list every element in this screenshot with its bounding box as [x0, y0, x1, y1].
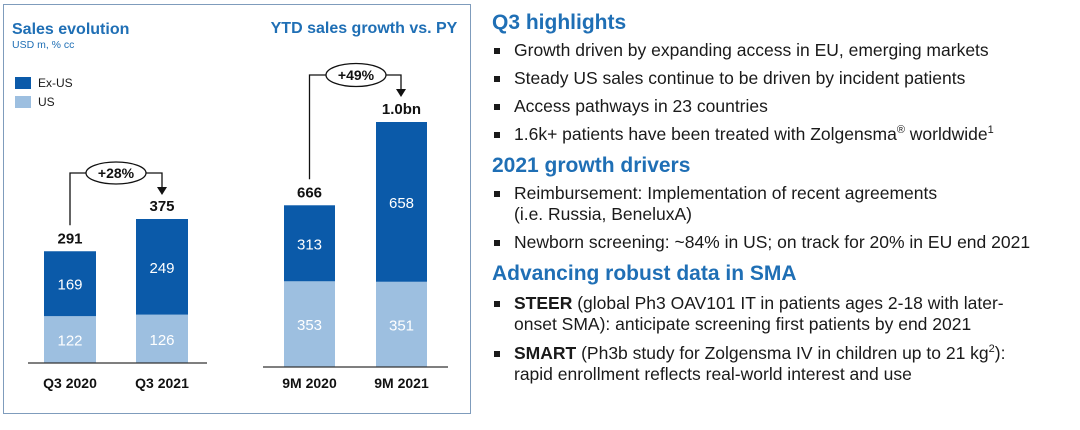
data-label-us: 126: [149, 332, 174, 349]
growth-badge: [85, 161, 147, 185]
legend-label-us: US: [38, 95, 55, 109]
highlight-text: Access pathways in 23 countries: [514, 96, 768, 116]
total-label: 1.0bn: [382, 101, 421, 118]
bar-segment-ex-us: [44, 251, 96, 317]
driver-text-line: Newborn screening: ~84% in US; on track …: [514, 232, 1031, 252]
total-label: 291: [57, 230, 82, 247]
charts-canvas: Sales evolution USD m, % cc Ex-US US YTD…: [12, 20, 458, 391]
data-label-ex-us: 169: [57, 277, 82, 294]
smart-line: rapid enrollment reflects real-world int…: [514, 364, 912, 384]
highlight-item: Access pathways in 23 countries: [492, 96, 1080, 117]
footnote-marker: 2: [988, 343, 995, 356]
category-label: 9M 2020: [282, 375, 337, 391]
total-label: 375: [149, 198, 174, 215]
growth-connector-left: [308, 74, 326, 180]
chart1-title: Sales evolution: [12, 21, 129, 38]
highlight-text: worldwide: [904, 124, 988, 144]
driver-item: Reimbursement: Implementation of recent …: [492, 183, 1080, 225]
data-label-us: 351: [389, 317, 414, 334]
registered-mark: ®: [896, 124, 905, 137]
sma-data-title: Advancing robust data in SMA: [492, 262, 797, 285]
data-label-ex-us: 658: [389, 195, 414, 212]
data-label-us: 122: [57, 333, 82, 350]
growth-label: +49%: [338, 67, 375, 83]
smart-line: SMART (Ph3b study for Zolgensma IV in ch…: [514, 343, 1080, 364]
footnote-marker: 1: [987, 124, 994, 137]
category-label: 9M 2021: [374, 375, 429, 391]
bar-segment-us: [44, 316, 96, 363]
sma-data-list: STEER (global Ph3 OAV101 IT in patients …: [492, 293, 1080, 385]
chart1-plot: 122 169 291 Q3 2020 126 249 375 Q3 2021 +28%: [28, 161, 207, 391]
q3-highlights-title: Q3 highlights: [492, 11, 627, 34]
growth-connector-left: [69, 172, 86, 226]
steer-label: STEER: [514, 293, 573, 313]
arrow-down-icon: [157, 187, 167, 195]
total-label: 666: [297, 184, 322, 201]
chart2-plot: 353 313 666 9M 2020 351 658 1.0bn 9M 2021 +49%: [263, 62, 448, 391]
bar-segment-us: [376, 281, 427, 367]
growth-drivers-title: 2021 growth drivers: [492, 154, 691, 177]
driver-item: Newborn screening: ~84% in US; on track …: [492, 232, 1080, 253]
chart2-title: YTD sales growth vs. PY: [271, 20, 458, 37]
bar-segment-ex-us: [376, 122, 427, 282]
steer-item: STEER (global Ph3 OAV101 IT in patients …: [492, 293, 1080, 335]
category-label: Q3 2021: [135, 375, 189, 391]
growth-connector-right: [146, 172, 163, 188]
legend-swatch-ex-us: [15, 77, 31, 89]
bar-segment-ex-us: [284, 205, 335, 282]
steer-line: STEER (global Ph3 OAV101 IT in patients …: [514, 293, 1080, 314]
chart1-subtitle: USD m, % cc: [12, 39, 74, 51]
highlight-text: 1.6k+ patients have been treated with Zo…: [514, 124, 897, 144]
growth-drivers-list: Reimbursement: Implementation of recent …: [492, 183, 1080, 253]
bar-segment-us: [136, 314, 188, 363]
highlight-item: Growth driven by expanding access in EU,…: [492, 40, 1080, 61]
steer-text: (global Ph3 OAV101 IT in patients ages 2…: [572, 293, 1004, 313]
growth-badge: [325, 62, 387, 88]
highlight-text: Growth driven by expanding access in EU,…: [514, 40, 989, 60]
legend-swatch-us: [15, 96, 31, 108]
smart-item: SMART (Ph3b study for Zolgensma IV in ch…: [492, 343, 1080, 385]
arrow-down-icon: [396, 89, 406, 97]
text-column: Q3 highlights Growth driven by expanding…: [492, 10, 1080, 385]
category-label: Q3 2020: [43, 375, 97, 391]
data-label-ex-us: 313: [297, 236, 322, 253]
data-label-us: 353: [297, 317, 322, 334]
highlight-item: 1.6k+ patients have been treated with Zo…: [492, 124, 1080, 145]
smart-text: (Ph3b study for Zolgensma IV in children…: [576, 343, 989, 363]
bar-segment-ex-us: [136, 219, 188, 315]
bar-segment-us: [284, 281, 335, 367]
data-label-ex-us: 249: [149, 260, 174, 277]
smart-label: SMART: [514, 343, 577, 363]
driver-text-line: Reimbursement: Implementation of recent …: [514, 183, 938, 203]
driver-text-line: (i.e. Russia, BeneluxA): [514, 204, 692, 224]
smart-text: ):: [994, 343, 1006, 363]
steer-line: onset SMA): anticipate screening first p…: [514, 314, 972, 334]
growth-label: +28%: [98, 165, 135, 181]
growth-connector-right: [386, 74, 402, 90]
highlight-text: Steady US sales continue to be driven by…: [514, 68, 966, 88]
q3-highlights-list: Growth driven by expanding access in EU,…: [492, 40, 1080, 145]
legend-label-ex-us: Ex-US: [38, 76, 73, 90]
highlight-item: Steady US sales continue to be driven by…: [492, 68, 1080, 89]
